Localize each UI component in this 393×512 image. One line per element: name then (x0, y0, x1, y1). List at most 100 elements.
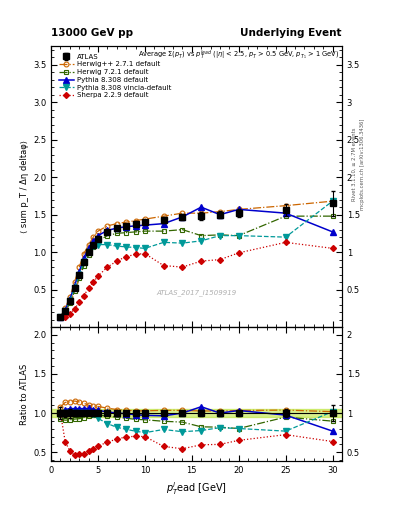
Y-axis label: Ratio to ATLAS: Ratio to ATLAS (20, 364, 29, 424)
Sherpa 2.2.9 default (180, 264, 185, 270)
X-axis label: $p_T^l$ead [GeV]: $p_T^l$ead [GeV] (166, 480, 227, 497)
Pythia 8.308 default (133, 223, 138, 229)
Sherpa 2.2.9 default (63, 313, 68, 319)
Pythia 8.308 default (72, 283, 77, 289)
Text: Average $\Sigma(p_T)$ vs $p_T^{lead}$ ($|\eta|$ < 2.5, $p_T$ > 0.5 GeV, $p_{T_1}: Average $\Sigma(p_T)$ vs $p_T^{lead}$ ($… (138, 49, 340, 62)
Line: Pythia 8.308 vincia-default: Pythia 8.308 vincia-default (58, 198, 335, 320)
Herwig++ 2.7.1 default (283, 203, 288, 209)
Herwig++ 2.7.1 default (63, 305, 68, 311)
Text: mcplots.cern.ch [arXiv:1306.3436]: mcplots.cern.ch [arXiv:1306.3436] (360, 118, 365, 209)
Herwig++ 2.7.1 default (95, 228, 100, 234)
Pythia 8.308 vincia-default (283, 234, 288, 240)
Herwig 7.2.1 default (68, 300, 72, 306)
Pythia 8.308 vincia-default (133, 245, 138, 251)
Pythia 8.308 vincia-default (86, 249, 91, 255)
Bar (51, 409, 342, 417)
Pythia 8.308 vincia-default (180, 240, 185, 246)
Sherpa 2.2.9 default (218, 257, 222, 263)
Sherpa 2.2.9 default (82, 292, 86, 298)
Sherpa 2.2.9 default (199, 258, 204, 264)
Sherpa 2.2.9 default (114, 258, 119, 264)
Pythia 8.308 vincia-default (218, 232, 222, 239)
Herwig++ 2.7.1 default (161, 213, 166, 219)
Sherpa 2.2.9 default (91, 279, 95, 285)
Sherpa 2.2.9 default (77, 299, 82, 305)
Line: Pythia 8.308 default: Pythia 8.308 default (58, 204, 335, 320)
Pythia 8.308 vincia-default (143, 245, 147, 251)
Herwig++ 2.7.1 default (91, 234, 95, 240)
Pythia 8.308 default (63, 307, 68, 313)
Herwig++ 2.7.1 default (133, 218, 138, 224)
Herwig 7.2.1 default (218, 232, 222, 238)
Sherpa 2.2.9 default (143, 250, 147, 257)
Pythia 8.308 default (161, 221, 166, 227)
Pythia 8.308 default (91, 238, 95, 244)
Sherpa 2.2.9 default (58, 314, 63, 321)
Herwig 7.2.1 default (283, 213, 288, 219)
Herwig 7.2.1 default (124, 229, 129, 236)
Pythia 8.308 vincia-default (95, 242, 100, 248)
Sherpa 2.2.9 default (95, 273, 100, 279)
Pythia 8.308 default (218, 211, 222, 218)
Sherpa 2.2.9 default (236, 250, 241, 256)
Pythia 8.308 default (68, 296, 72, 303)
Herwig++ 2.7.1 default (58, 313, 63, 319)
Pythia 8.308 default (124, 224, 129, 230)
Pythia 8.308 vincia-default (58, 314, 63, 321)
Pythia 8.308 vincia-default (236, 232, 241, 239)
Herwig++ 2.7.1 default (77, 264, 82, 270)
Pythia 8.308 default (86, 245, 91, 251)
Line: Sherpa 2.2.9 default: Sherpa 2.2.9 default (59, 240, 334, 319)
Pythia 8.308 default (114, 225, 119, 231)
Line: Herwig++ 2.7.1 default: Herwig++ 2.7.1 default (58, 199, 335, 319)
Pythia 8.308 vincia-default (91, 243, 95, 249)
Sherpa 2.2.9 default (105, 264, 110, 270)
Herwig++ 2.7.1 default (180, 210, 185, 216)
Pythia 8.308 vincia-default (105, 242, 110, 248)
Herwig++ 2.7.1 default (105, 223, 110, 229)
Pythia 8.308 default (283, 210, 288, 216)
Legend: ATLAS, Herwig++ 2.7.1 default, Herwig 7.2.1 default, Pythia 8.308 default, Pythi: ATLAS, Herwig++ 2.7.1 default, Herwig 7.… (57, 52, 173, 100)
Herwig++ 2.7.1 default (82, 250, 86, 257)
Pythia 8.308 vincia-default (63, 308, 68, 314)
Herwig++ 2.7.1 default (218, 208, 222, 215)
Herwig 7.2.1 default (330, 213, 335, 219)
Text: Rivet 3.1.10, ≥ 2.7M events: Rivet 3.1.10, ≥ 2.7M events (352, 127, 357, 201)
Pythia 8.308 vincia-default (199, 238, 204, 244)
Y-axis label: ⟨ sum p_T / Δη deltaφ⟩: ⟨ sum p_T / Δη deltaφ⟩ (20, 140, 29, 233)
Pythia 8.308 default (58, 314, 63, 321)
Pythia 8.308 vincia-default (330, 198, 335, 204)
Pythia 8.308 default (143, 222, 147, 228)
Herwig 7.2.1 default (180, 226, 185, 232)
Pythia 8.308 vincia-default (114, 243, 119, 249)
Pythia 8.308 vincia-default (68, 297, 72, 304)
Sherpa 2.2.9 default (72, 306, 77, 312)
Text: ATLAS_2017_I1509919: ATLAS_2017_I1509919 (156, 289, 237, 296)
Herwig 7.2.1 default (114, 230, 119, 237)
Herwig++ 2.7.1 default (68, 294, 72, 300)
Herwig 7.2.1 default (143, 228, 147, 234)
Herwig 7.2.1 default (199, 232, 204, 239)
Pythia 8.308 default (180, 214, 185, 220)
Herwig 7.2.1 default (72, 288, 77, 294)
Sherpa 2.2.9 default (68, 310, 72, 316)
Pythia 8.308 default (105, 227, 110, 233)
Herwig 7.2.1 default (236, 232, 241, 239)
Herwig 7.2.1 default (91, 244, 95, 250)
Herwig 7.2.1 default (161, 228, 166, 234)
Pythia 8.308 default (199, 204, 204, 210)
Pythia 8.308 default (82, 255, 86, 261)
Pythia 8.308 default (95, 232, 100, 239)
Herwig++ 2.7.1 default (124, 219, 129, 225)
Herwig 7.2.1 default (86, 252, 91, 258)
Sherpa 2.2.9 default (161, 263, 166, 269)
Herwig++ 2.7.1 default (143, 216, 147, 222)
Herwig++ 2.7.1 default (114, 221, 119, 227)
Herwig 7.2.1 default (77, 275, 82, 282)
Herwig++ 2.7.1 default (72, 279, 77, 285)
Sherpa 2.2.9 default (86, 285, 91, 291)
Pythia 8.308 default (236, 206, 241, 212)
Text: 13000 GeV pp: 13000 GeV pp (51, 28, 133, 38)
Herwig 7.2.1 default (95, 238, 100, 244)
Pythia 8.308 vincia-default (72, 285, 77, 291)
